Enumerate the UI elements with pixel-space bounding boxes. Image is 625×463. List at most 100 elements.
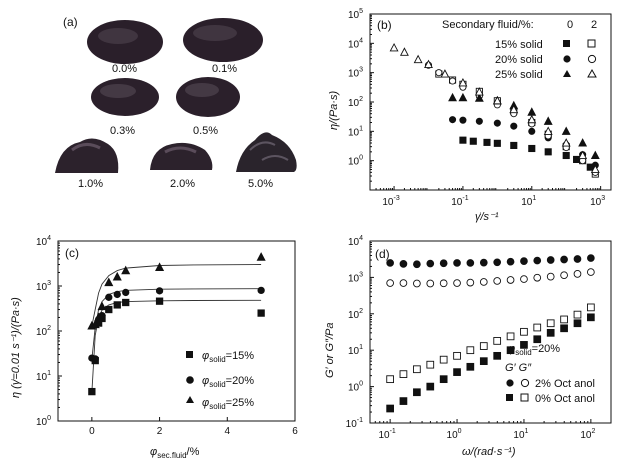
- legend-marker-circle-filled-b: [563, 55, 571, 63]
- sample-photo-4: 1.0%: [55, 138, 119, 190]
- data-point-d-2-11: [533, 335, 542, 344]
- data-point-b-2-3: [493, 119, 501, 127]
- data-point-b-5-1: [399, 47, 409, 56]
- legend-title-b: Secondary fluid/%:: [442, 19, 534, 31]
- data-point-d-2-2: [413, 388, 421, 397]
- data-point-d-3-0: [386, 375, 394, 384]
- data-point-d-1-2: [413, 279, 421, 288]
- data-point-d-0-14: [573, 255, 582, 263]
- data-point-b-3-1: [435, 69, 443, 77]
- y-tick-label-b-5: 105: [348, 8, 363, 21]
- data-point-b-0-5: [528, 144, 536, 153]
- data-point-d-1-8: [493, 277, 502, 285]
- data-point-d-0-6: [466, 259, 475, 267]
- plot-frame-d: [369, 240, 612, 424]
- data-point-b-0-0: [459, 136, 467, 144]
- data-point-d-3-1: [399, 370, 408, 378]
- data-point-d-1-14: [573, 270, 582, 278]
- legend-phi-20-c: φ: [202, 375, 209, 387]
- data-point-b-3-2: [449, 77, 457, 85]
- marks-b: [389, 43, 600, 178]
- data-point-b-0-4: [510, 141, 518, 150]
- data-point-d-3-10: [520, 327, 528, 336]
- panel-d: (d) 10-1 100 101 102 10-1 100 101 102 103 104 φso…: [324, 235, 612, 458]
- data-point-c-2-2: [94, 312, 104, 322]
- sample-photo-3: 0.5%: [176, 77, 240, 137]
- x-tick-label-d-1: 100: [447, 428, 462, 441]
- data-point-b-5-10: [543, 126, 553, 135]
- data-point-b-2-2: [475, 117, 483, 125]
- data-point-b-5-12: [578, 150, 588, 160]
- legend-marker-square-c: [186, 351, 193, 358]
- x-tick-label-d-2: 101: [513, 428, 528, 441]
- data-point-d-1-5: [453, 279, 461, 287]
- legend-marker-triangle-c: [186, 396, 194, 403]
- data-point-d-0-7: [479, 258, 488, 267]
- data-point-b-2-1: [459, 116, 467, 124]
- legend-col-0-b: 0: [567, 19, 573, 31]
- data-point-d-3-7: [479, 342, 488, 350]
- legend-20-c: φsolid=20%: [202, 375, 254, 389]
- y-tick-label-d-2: 101: [348, 344, 363, 357]
- data-point-d-1-11: [533, 273, 542, 282]
- data-point-b-5-2: [413, 54, 423, 64]
- x-tick-label-c-1: 2: [157, 426, 163, 437]
- data-point-d-0-1: [399, 260, 408, 268]
- y-label-c: η (γ̇=0.01 s⁻¹)/(Pa·s): [10, 297, 22, 398]
- legend-sub-25-c: solid: [209, 402, 225, 411]
- legend-row-15-b: 15% solid: [495, 39, 543, 51]
- y-tick-label-b-1: 101: [348, 125, 363, 138]
- data-point-c-2-1: [90, 319, 100, 329]
- data-point-d-0-3: [426, 259, 435, 268]
- legend-marker-square-filled-b: [563, 40, 570, 47]
- data-point-d-3-12: [546, 319, 555, 328]
- data-point-b-0-8: [573, 155, 581, 164]
- sample-label-3: 0.5%: [193, 125, 218, 137]
- sample-label-4: 1.0%: [78, 178, 103, 190]
- data-point-b-4-0: [448, 92, 458, 102]
- x-label-c: φsec.fluid/%: [150, 446, 200, 460]
- data-point-b-5-3: [424, 59, 433, 69]
- data-point-b-0-6: [544, 148, 552, 156]
- data-point-d-1-4: [439, 279, 448, 288]
- legend-d: G′ G″ 2% Oct anol 0% Oct anol: [505, 362, 595, 405]
- data-point-c-0-5: [113, 301, 121, 309]
- data-point-b-5-7: [492, 95, 502, 105]
- data-point-d-1-3: [426, 279, 435, 288]
- data-point-d-3-15: [587, 303, 595, 312]
- data-point-b-5-4: [440, 69, 450, 78]
- data-point-b-4-1: [458, 92, 468, 102]
- axis-ticks-c: 0 2 4 6 100 101 102 103 104: [36, 235, 298, 437]
- axis-ticks-d: 10-1 100 101 102 10-1 100 101 102 103 104: [346, 235, 612, 441]
- data-point-d-3-5: [453, 351, 461, 360]
- data-point-d-3-14: [573, 310, 582, 319]
- data-point-d-2-13: [560, 324, 568, 333]
- data-point-d-1-0: [386, 279, 394, 287]
- legend-marker-circle-open-d: [520, 378, 530, 388]
- data-point-c-1-4: [105, 293, 113, 301]
- legend-col-2-b: 2: [591, 19, 597, 31]
- data-point-d-2-9: [506, 346, 515, 355]
- data-point-b-0-1: [469, 137, 477, 145]
- data-point-d-1-7: [479, 278, 488, 286]
- legend-rest-20-c: =20%: [226, 375, 255, 387]
- data-point-b-4-6: [543, 116, 553, 125]
- x-tick-label-c-3: 6: [292, 426, 298, 437]
- data-point-d-0-5: [453, 259, 461, 267]
- legend-c: φsolid=15% φsolid=20% φsolid=25%: [186, 350, 254, 411]
- panel-a: (a) 0.0% 0.1% 0.3% 0.5% 1.0%: [55, 15, 297, 190]
- data-point-b-2-5: [528, 127, 536, 135]
- data-point-d-1-12: [546, 272, 555, 281]
- legend-header-d: G′ G″: [505, 362, 532, 374]
- data-point-d-2-12: [546, 328, 555, 337]
- x-tick-label-b-3: 103: [590, 195, 605, 208]
- y-label-d: G′ or G″/Pa: [324, 323, 336, 378]
- data-point-d-1-6: [466, 278, 475, 287]
- data-point-b-0-3: [493, 139, 501, 147]
- data-point-c-0-7: [155, 297, 164, 305]
- data-point-d-2-4: [439, 375, 448, 384]
- x-tick-label-d-3: 102: [580, 428, 595, 441]
- x-tick-label-c-0: 0: [89, 426, 95, 437]
- y-tick-label-b-4: 104: [348, 37, 363, 50]
